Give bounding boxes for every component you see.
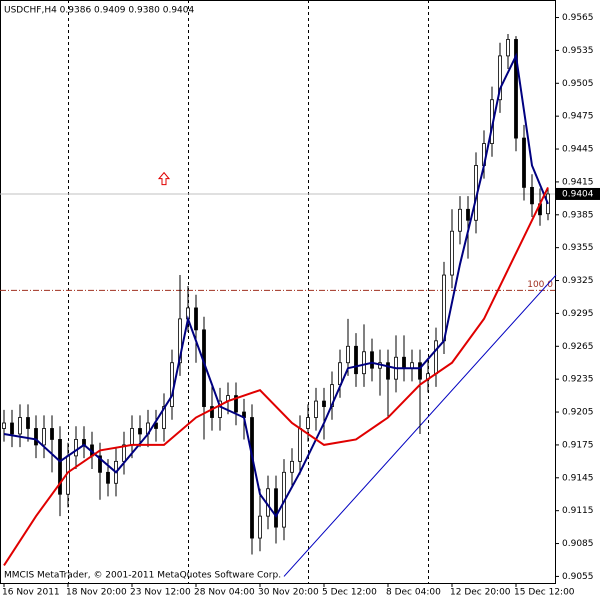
y-tick-label: 0.9415 xyxy=(562,177,594,187)
candle-body xyxy=(106,471,110,484)
candle-body xyxy=(458,208,462,232)
y-tick-label: 0.9385 xyxy=(562,210,594,220)
x-tick-label: 15 Dec 12:00 xyxy=(514,588,575,598)
candle-body xyxy=(346,345,350,364)
candle-body xyxy=(322,400,326,407)
candle-body xyxy=(298,428,302,462)
candle-body xyxy=(10,422,14,435)
y-tick-label: 0.9055 xyxy=(562,572,594,582)
y-tick-label: 0.9115 xyxy=(562,506,594,516)
candle-body xyxy=(522,137,526,188)
candle-body xyxy=(434,340,438,375)
price-box-label: 0.9404 xyxy=(562,189,594,199)
footer: MMCIS MetaTrader, © 2001-2011 MetaQuotes… xyxy=(4,571,281,581)
candle-body xyxy=(210,406,214,418)
candle-body xyxy=(498,55,502,101)
y-tick-label: 0.9235 xyxy=(562,375,594,385)
candle-body xyxy=(34,428,38,446)
candle-body xyxy=(314,400,318,418)
y-tick-label: 0.9085 xyxy=(562,539,594,549)
candle-body xyxy=(418,362,422,380)
candle-body xyxy=(530,186,534,205)
x-tick-label: 16 Nov 2011 xyxy=(2,588,60,598)
y-tick-label: 0.9445 xyxy=(562,145,594,155)
candle-body xyxy=(306,417,310,429)
candle-body xyxy=(450,230,454,276)
candle-body xyxy=(250,417,254,539)
level-label: 100.0 xyxy=(527,280,553,290)
candle-body xyxy=(2,422,6,429)
candle-body xyxy=(50,428,54,440)
candle-body xyxy=(194,307,198,331)
candle-body xyxy=(26,417,30,429)
y-tick-label: 0.9355 xyxy=(562,243,594,253)
candle-body xyxy=(290,460,294,473)
candle-body xyxy=(130,428,134,446)
y-tick-label: 0.9145 xyxy=(562,473,594,483)
candle-body xyxy=(42,428,46,446)
y-tick-label: 0.9475 xyxy=(562,112,594,122)
candle-body xyxy=(362,351,366,375)
y-tick-label: 0.9325 xyxy=(562,276,594,286)
x-tick-label: 23 Nov 12:00 xyxy=(130,588,191,598)
candle-body xyxy=(386,362,390,380)
candle-body xyxy=(354,345,358,375)
x-tick-label: 18 Nov 20:00 xyxy=(66,588,127,598)
x-tick-label: 12 Dec 20:00 xyxy=(450,588,511,598)
candle-body xyxy=(402,356,406,369)
x-tick-label: 28 Nov 04:00 xyxy=(194,588,255,598)
candle-body xyxy=(466,208,470,221)
y-tick-label: 0.9535 xyxy=(562,46,594,56)
x-tick-label: 8 Dec 04:00 xyxy=(386,588,441,598)
x-tick-label: 5 Dec 12:00 xyxy=(322,588,377,598)
y-tick-label: 0.9265 xyxy=(562,342,594,352)
x-tick-label: 30 Nov 20:00 xyxy=(258,588,319,598)
y-tick-label: 0.9295 xyxy=(562,309,594,319)
y-tick-label: 0.9505 xyxy=(562,79,594,89)
ma-line xyxy=(3,186,549,567)
candle-body xyxy=(234,395,238,413)
plot-frame xyxy=(0,0,556,584)
chart-title: USDCHF,H4 0.9386 0.9409 0.9380 0.9404 xyxy=(4,6,194,16)
candle-body xyxy=(506,39,510,57)
candle-body xyxy=(274,488,278,528)
candle-body xyxy=(138,428,142,435)
y-tick-label: 0.9205 xyxy=(562,408,594,418)
y-tick-label: 0.9175 xyxy=(562,440,594,450)
candle-body xyxy=(514,39,518,139)
candle-body xyxy=(170,362,174,407)
arrow-icon xyxy=(157,171,171,186)
candle-body xyxy=(178,318,182,364)
y-tick-label: 0.9565 xyxy=(562,13,594,23)
candle-body xyxy=(98,455,102,473)
candle-body xyxy=(258,515,262,539)
candle-body xyxy=(58,439,62,495)
candle-body xyxy=(218,400,222,418)
candle-body xyxy=(18,417,22,435)
candle-body xyxy=(74,439,78,457)
candle-body xyxy=(370,351,374,369)
ma-line xyxy=(3,52,549,519)
price-box xyxy=(556,187,600,200)
candle-body xyxy=(338,362,342,386)
